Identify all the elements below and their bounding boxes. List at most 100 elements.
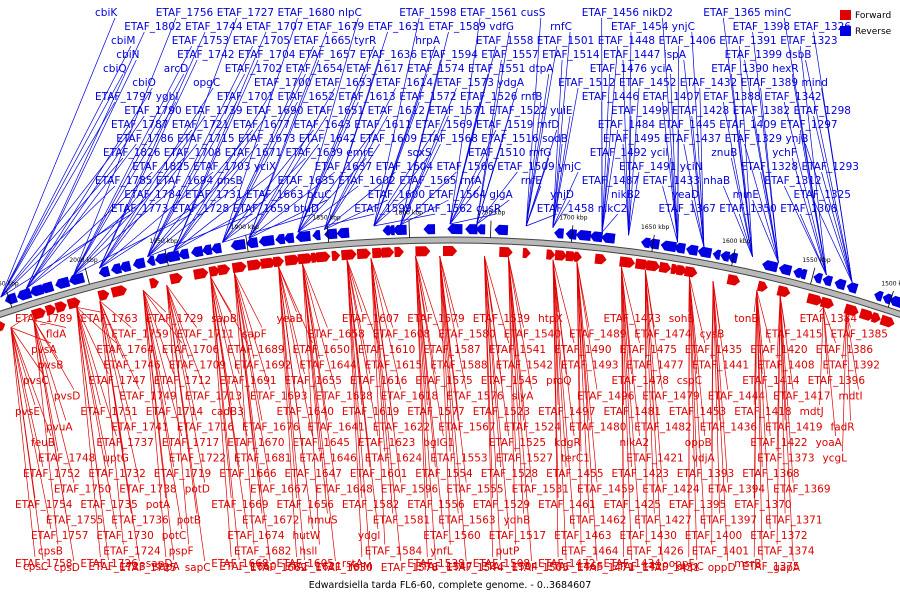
forward-gene-label: ETAF_1465 (546, 561, 603, 573)
forward-gene-label: ETAF_1396 (808, 375, 866, 387)
forward-gene-arrow (54, 301, 67, 313)
reverse-connector-line (449, 213, 497, 225)
forward-gene-label: htpX (538, 313, 563, 325)
forward-connector-line (415, 256, 428, 499)
forward-connector-line (33, 320, 75, 483)
reverse-connector-line (552, 115, 571, 228)
forward-gene-label: oppC (677, 561, 704, 573)
reverse-connector-line (373, 213, 436, 227)
reverse-connector-line (0, 101, 116, 298)
reverse-gene-label: ETAF_1702 (225, 63, 282, 75)
reverse-gene-label: ETAF_1519 (476, 119, 533, 131)
forward-gene-label: ETAF_1525 (489, 437, 546, 449)
forward-gene-label: pvsC (23, 375, 49, 387)
forward-connector-line (302, 263, 336, 562)
forward-connector-line (756, 290, 771, 530)
forward-gene-label: ETAF_1676 (242, 422, 300, 434)
forward-connector-line (621, 266, 632, 468)
forward-gene-arrow (806, 293, 823, 306)
reverse-gene-label: ETAF_1574 (407, 63, 465, 75)
reverse-gene-label: ETAF_1407 (643, 91, 700, 103)
forward-connector-line (10, 327, 44, 375)
forward-gene-arrow (217, 264, 231, 276)
forward-gene-label: potD (185, 484, 210, 496)
reverse-gene-label: ETAF_1509 (497, 161, 554, 173)
reverse-gene-label: ETAF_1516 (481, 133, 539, 145)
forward-connector-line (484, 256, 510, 437)
reverse-connector-line (0, 213, 132, 298)
reverse-gene-arrow (554, 228, 564, 239)
reverse-gene-label: ETAF_1739 (185, 105, 242, 117)
reverse-gene-arrow (686, 244, 699, 256)
reverse-gene-label: ETAF_1495 (603, 133, 660, 145)
forward-gene-label: ETAF_1691 (219, 375, 276, 387)
forward-gene-label: ETAF_1682 (234, 546, 291, 558)
reverse-gene-label: ETAF_1701 (217, 91, 274, 103)
forward-connector-line (142, 290, 175, 375)
ruler-tick (731, 248, 736, 266)
forward-connector-line (689, 276, 706, 530)
reverse-connector-line (730, 157, 753, 257)
reverse-connector-line (699, 171, 705, 247)
forward-connector-line (166, 285, 198, 421)
reverse-gene-label: ETAF_1342 (764, 91, 821, 103)
forward-gene-label: pvsE (15, 406, 40, 418)
reverse-gene-label: ETAF_1825 (132, 161, 189, 173)
forward-gene-arrow (443, 246, 458, 256)
ruler-label: 1500 kbp (881, 280, 900, 287)
reverse-connector-line (799, 213, 827, 276)
forward-gene-label: ETAF_1545 (481, 375, 538, 387)
reverse-connector-line (0, 45, 132, 298)
reverse-gene-label: yuiE (550, 105, 572, 117)
reverse-connector-line (722, 101, 753, 257)
reverse-gene-label: ETAF_1328 (741, 161, 798, 173)
reverse-connector-line (552, 87, 579, 228)
forward-gene-arrow (331, 250, 341, 261)
forward-connector-line (846, 313, 859, 390)
forward-gene-label: ETAF_1645 (293, 437, 350, 449)
reverse-gene-label: ETAF_1659 (233, 203, 290, 215)
forward-connector-line (508, 257, 532, 483)
forward-connector-line (552, 259, 575, 530)
forward-gene-arrow (684, 266, 698, 278)
forward-connector-line (166, 285, 190, 359)
reverse-gene-label: ETAF_1612 (368, 105, 425, 117)
forward-gene-label: ETAF_1400 (685, 530, 742, 542)
legend-forward-swatch (840, 10, 851, 20)
forward-gene-label: mdtJ (800, 406, 824, 418)
reverse-connector-line (73, 45, 193, 276)
reverse-gene-label: ETAF_1406 (659, 35, 717, 47)
forward-connector-line (76, 307, 109, 468)
legend: Forward Reverse (840, 10, 892, 37)
forward-gene-arrow (415, 246, 431, 257)
forward-connector-line (621, 266, 624, 558)
reverse-gene-label: ETAF_1753 (172, 35, 229, 47)
forward-connector-line (142, 290, 183, 437)
reverse-gene-label: ETAF_1437 (664, 133, 721, 145)
reverse-gene-label: ETAF_1599 (354, 203, 411, 215)
forward-gene-label: ETAF_1371 (765, 515, 822, 527)
forward-gene-label: ETAF_1692 (234, 360, 291, 372)
reverse-connector-line (760, 171, 779, 263)
forward-gene-label: hutW (293, 530, 321, 542)
reverse-gene-label: ETAF_1487 (582, 175, 639, 187)
reverse-connector-line (147, 185, 237, 257)
reverse-connector-line (248, 59, 320, 239)
forward-gene-label: ETAF_1662 (250, 562, 307, 574)
reverse-gene-arrow (312, 230, 321, 241)
forward-connector-line (576, 261, 598, 483)
forward-gene-label: ETAF_1540 (504, 329, 561, 341)
forward-connector-line (99, 300, 140, 562)
reverse-gene-label: ETAF_1458 (537, 203, 594, 215)
forward-connector-line (99, 300, 140, 483)
forward-gene-label: ETAF_1463 (554, 530, 611, 542)
reverse-connector-line (173, 59, 259, 252)
reverse-gene-arrow (697, 246, 713, 259)
forward-gene-label: pvuA (46, 422, 74, 434)
ruler-label: 2050 kbp (0, 280, 19, 287)
forward-connector-line (644, 269, 663, 562)
forward-gene-label: ETAF_1621 (285, 561, 342, 573)
reverse-connector-line (147, 17, 238, 257)
forward-gene-label: sapC (185, 562, 211, 574)
reverse-connector-line (525, 73, 550, 227)
